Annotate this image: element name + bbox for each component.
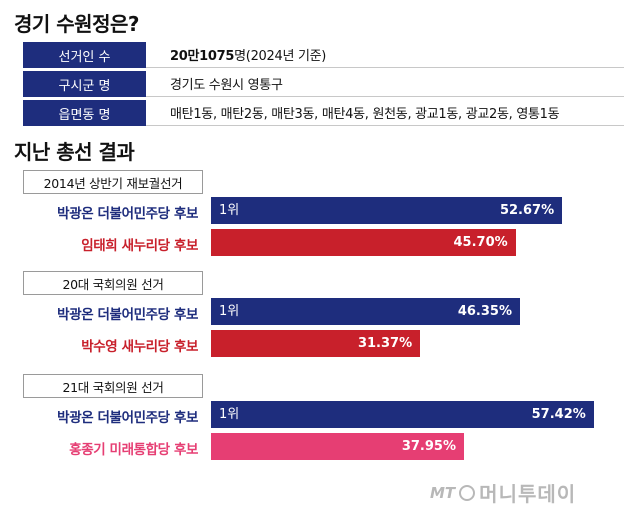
info-value: 20만1075 명(2024년 기준)	[146, 42, 624, 68]
logo-mt-text: MT	[430, 483, 456, 502]
value-label: 46.35%	[457, 304, 512, 319]
info-label: 선거인 수	[23, 42, 146, 68]
candidate-label: 박광온 더불어민주당 후보	[57, 307, 198, 323]
page-title: 경기 수원정은?	[14, 12, 139, 36]
value-label: 57.42%	[531, 407, 586, 422]
publisher-logo: MT 머니투데이	[430, 478, 576, 507]
info-row-district: 구시군 명 경기도 수원시 영통구	[23, 71, 624, 97]
value-label: 52.67%	[499, 203, 555, 218]
value-label: 31.37%	[357, 336, 413, 351]
result-bar: 1위 57.42%	[211, 401, 594, 428]
info-label: 구시군 명	[23, 71, 146, 97]
candidate-label: 박광온 더불어민주당 후보	[57, 206, 198, 222]
info-value: 경기도 수원시 영통구	[146, 71, 624, 97]
logo-name-text: 머니투데이	[479, 482, 577, 506]
rank-label: 1위	[219, 203, 240, 218]
logo-circle-icon	[459, 484, 476, 501]
value-label: 45.70%	[453, 235, 508, 250]
info-value: 매탄1동, 매탄2동, 매탄3동, 매탄4동, 원천동, 광교1동, 광교2동,…	[146, 100, 624, 126]
group-header: 20대 국회의원 선거	[23, 271, 203, 295]
value-label: 37.95%	[401, 439, 456, 454]
result-bar: 31.37%	[211, 330, 421, 357]
result-bar: 1위 52.67%	[211, 197, 563, 224]
info-label: 읍면동 명	[23, 100, 146, 126]
voter-count: 20만1075	[170, 49, 235, 64]
result-bar: 37.95%	[211, 433, 464, 460]
section-title: 지난 총선 결과	[14, 140, 135, 164]
info-row-dongs: 읍면동 명 매탄1동, 매탄2동, 매탄3동, 매탄4동, 원천동, 광교1동,…	[23, 100, 624, 126]
candidate-label: 박수영 새누리당 후보	[81, 339, 198, 355]
group-header: 21대 국회의원 선거	[23, 374, 203, 398]
rank-label: 1위	[219, 407, 240, 422]
candidate-label: 임태희 새누리당 후보	[81, 238, 198, 254]
group-header: 2014년 상반기 재보궐선거	[23, 170, 203, 194]
candidate-label: 홍종기 미래통합당 후보	[69, 442, 198, 458]
candidate-label: 박광온 더불어민주당 후보	[57, 410, 198, 426]
info-table: 선거인 수 20만1075 명(2024년 기준) 구시군 명 경기도 수원시 영…	[23, 42, 624, 129]
info-row-voters: 선거인 수 20만1075 명(2024년 기준)	[23, 42, 624, 68]
result-bar: 1위 46.35%	[211, 298, 520, 325]
rank-label: 1위	[219, 304, 240, 319]
voter-count-suffix: 명(2024년 기준)	[234, 49, 327, 64]
result-bar: 45.70%	[211, 229, 516, 256]
